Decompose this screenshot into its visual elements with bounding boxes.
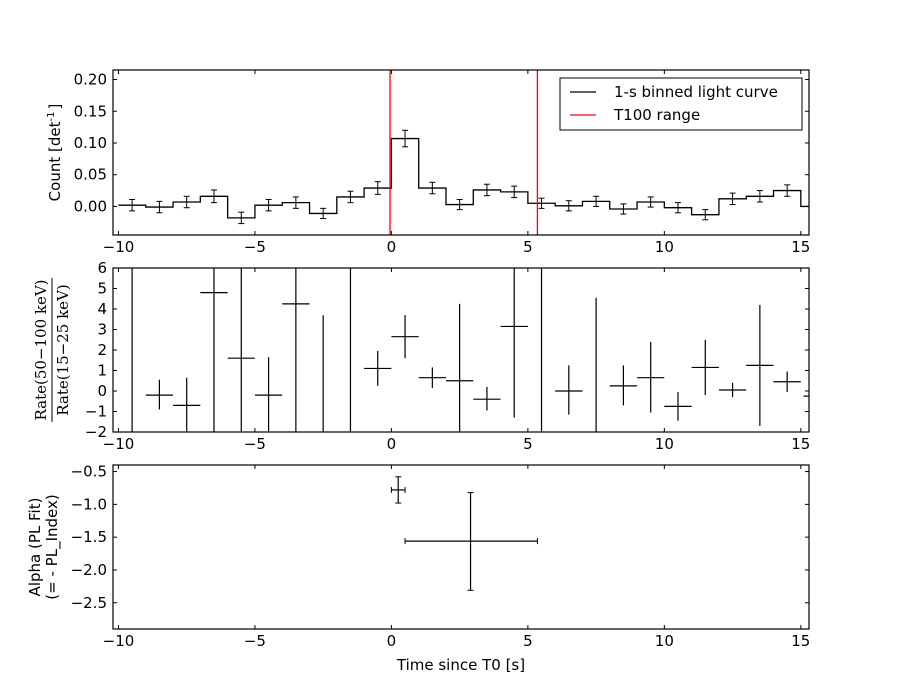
y-tick-label: 1 <box>97 362 107 380</box>
plot-area <box>390 476 538 591</box>
x-tick-label: −5 <box>244 632 266 650</box>
x-tick-label: −10 <box>103 632 135 650</box>
x-tick-label: 15 <box>791 238 810 256</box>
y-tick-label: −2.0 <box>71 561 107 579</box>
y-tick-label: 0 <box>97 382 107 400</box>
x-tick-label: 10 <box>655 238 674 256</box>
y-tick-label: 0.00 <box>74 197 107 215</box>
x-tick-label: 5 <box>523 435 533 453</box>
y-tick-label: −1 <box>85 403 107 421</box>
y-tick-label: −2 <box>85 423 107 441</box>
y-tick-label: −2.5 <box>71 594 107 612</box>
y-tick-label: 6 <box>97 259 107 277</box>
x-tick-label: 0 <box>387 238 397 256</box>
axes-frame <box>112 69 810 236</box>
x-tick-label: 0 <box>387 632 397 650</box>
y-label-line2: (= - PL_Index) <box>43 494 62 599</box>
x-tick-label: 0 <box>387 435 397 453</box>
x-tick-label: 10 <box>655 435 674 453</box>
x-tick-label: −5 <box>244 238 266 256</box>
legend: 1-s binned light curve T100 range <box>559 77 803 131</box>
y-tick-label: 2 <box>97 341 107 359</box>
plot-area <box>118 70 809 235</box>
y-tick-label: 0.05 <box>74 166 107 184</box>
y-tick-label: 5 <box>97 280 107 298</box>
alpha-panel: −10 −5 0 5 10 15 −2.5 −2.0 −1.5 −1.0 −0.5 Alpha (PL… <box>26 463 810 674</box>
legend-label: 1-s binned light curve <box>614 83 778 101</box>
y-axis-label: Count [det-1] <box>46 104 64 202</box>
y-tick-label: 0.20 <box>74 71 107 89</box>
legend-box <box>559 77 803 131</box>
light-curve-line <box>118 137 809 219</box>
y-tick-label: −1.0 <box>71 495 107 513</box>
plot-area <box>131 268 809 432</box>
y-label-numerator: Rate(50−100 keV) <box>32 279 50 420</box>
y-axis-label: Rate(50−100 keV) Rate(15−25 keV) <box>32 278 72 422</box>
x-axis-label: Time since T0 [s] <box>396 656 525 674</box>
axes-frame <box>112 464 810 630</box>
legend-label: T100 range <box>613 106 700 124</box>
ticks: −10 −5 0 5 10 15 0.00 0.05 0.10 0.15 0.20 <box>74 70 810 256</box>
x-tick-label: −10 <box>103 435 135 453</box>
y-label-line1: Alpha (PL Fit) <box>26 498 44 597</box>
y-tick-label: −1.5 <box>71 528 107 546</box>
light-curve-panel: −10 −5 0 5 10 15 0.00 0.05 0.10 0.15 0.20 1-s binne… <box>46 69 810 256</box>
y-tick-label: −0.5 <box>71 463 107 481</box>
y-tick-label: 3 <box>97 321 107 339</box>
x-tick-label: −10 <box>103 238 135 256</box>
y-tick-label: 0.15 <box>74 102 107 120</box>
y-axis-label: Alpha (PL Fit) (= - PL_Index) <box>26 494 62 599</box>
axes-frame <box>112 267 810 433</box>
x-tick-label: 10 <box>655 632 674 650</box>
x-tick-label: 5 <box>523 238 533 256</box>
y-label-denominator: Rate(15−25 keV) <box>54 284 72 416</box>
y-tick-label: 0.10 <box>74 134 107 152</box>
x-tick-label: 15 <box>791 435 810 453</box>
x-tick-label: 15 <box>791 632 810 650</box>
x-tick-label: 5 <box>523 632 533 650</box>
y-tick-label: 4 <box>97 300 107 318</box>
ticks: −10 −5 0 5 10 15 −2.5 −2.0 −1.5 −1.0 −0.5 <box>71 463 811 650</box>
x-tick-label: −5 <box>244 435 266 453</box>
